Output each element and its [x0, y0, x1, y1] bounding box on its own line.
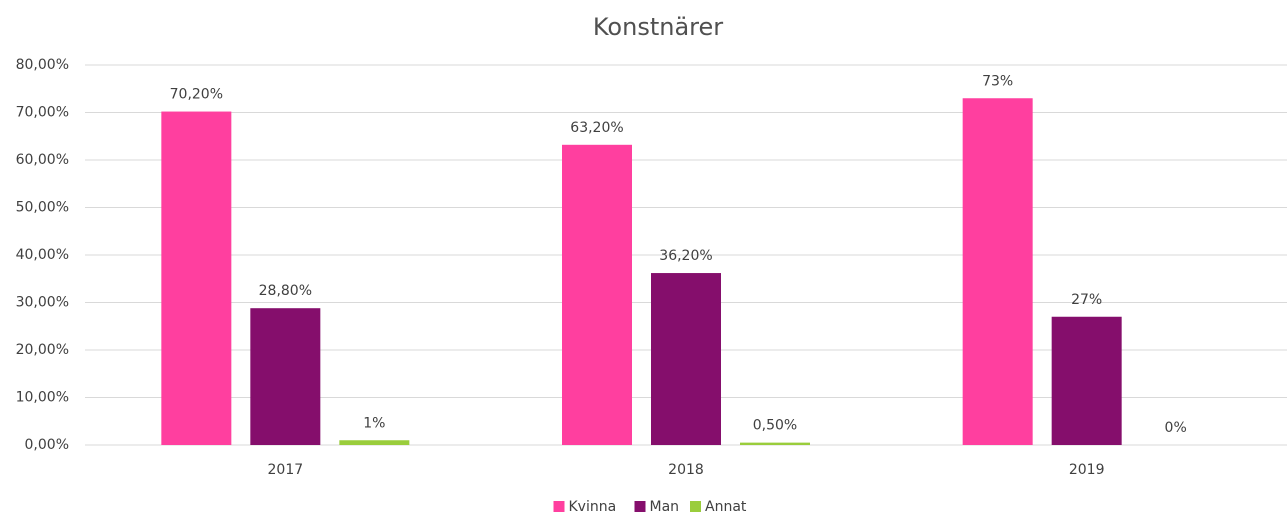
chart-title: Konstnärer: [593, 13, 723, 41]
data-label: 0%: [1165, 420, 1187, 436]
data-label: 28,80%: [259, 283, 312, 299]
y-tick-label: 80,00%: [16, 57, 69, 73]
bar: [562, 144, 632, 446]
data-label: 36,20%: [659, 248, 712, 264]
y-tick-label: 50,00%: [16, 200, 69, 216]
bar: [651, 273, 721, 445]
data-label: 1%: [363, 415, 385, 431]
legend-label: Annat: [705, 499, 747, 514]
bar: [250, 308, 321, 445]
y-tick-label: 20,00%: [16, 342, 69, 358]
x-tick-label: 2017: [268, 462, 304, 478]
bar: [1051, 316, 1122, 445]
bar: [161, 111, 232, 446]
legend-swatch: [553, 501, 565, 512]
x-tick-label: 2019: [1069, 462, 1105, 478]
data-label: 70,20%: [170, 87, 223, 103]
legend-swatch: [690, 501, 701, 512]
data-label: 27%: [1071, 292, 1102, 308]
y-tick-label: 70,00%: [16, 105, 69, 121]
bar: [339, 440, 410, 445]
legend-label: Kvinna: [569, 499, 617, 514]
y-tick-label: 0,00%: [25, 437, 69, 453]
bar: [740, 442, 810, 445]
data-label: 63,20%: [570, 120, 623, 136]
legend-swatch: [634, 501, 646, 512]
y-tick-label: 40,00%: [16, 247, 69, 263]
y-tick-label: 30,00%: [16, 295, 69, 311]
bar: [962, 98, 1033, 445]
data-label: 73%: [982, 73, 1013, 89]
y-tick-label: 10,00%: [16, 390, 69, 406]
legend-label: Man: [650, 499, 680, 514]
y-tick-label: 60,00%: [16, 152, 69, 168]
x-tick-label: 2018: [668, 462, 704, 478]
data-label: 0,50%: [753, 418, 797, 434]
